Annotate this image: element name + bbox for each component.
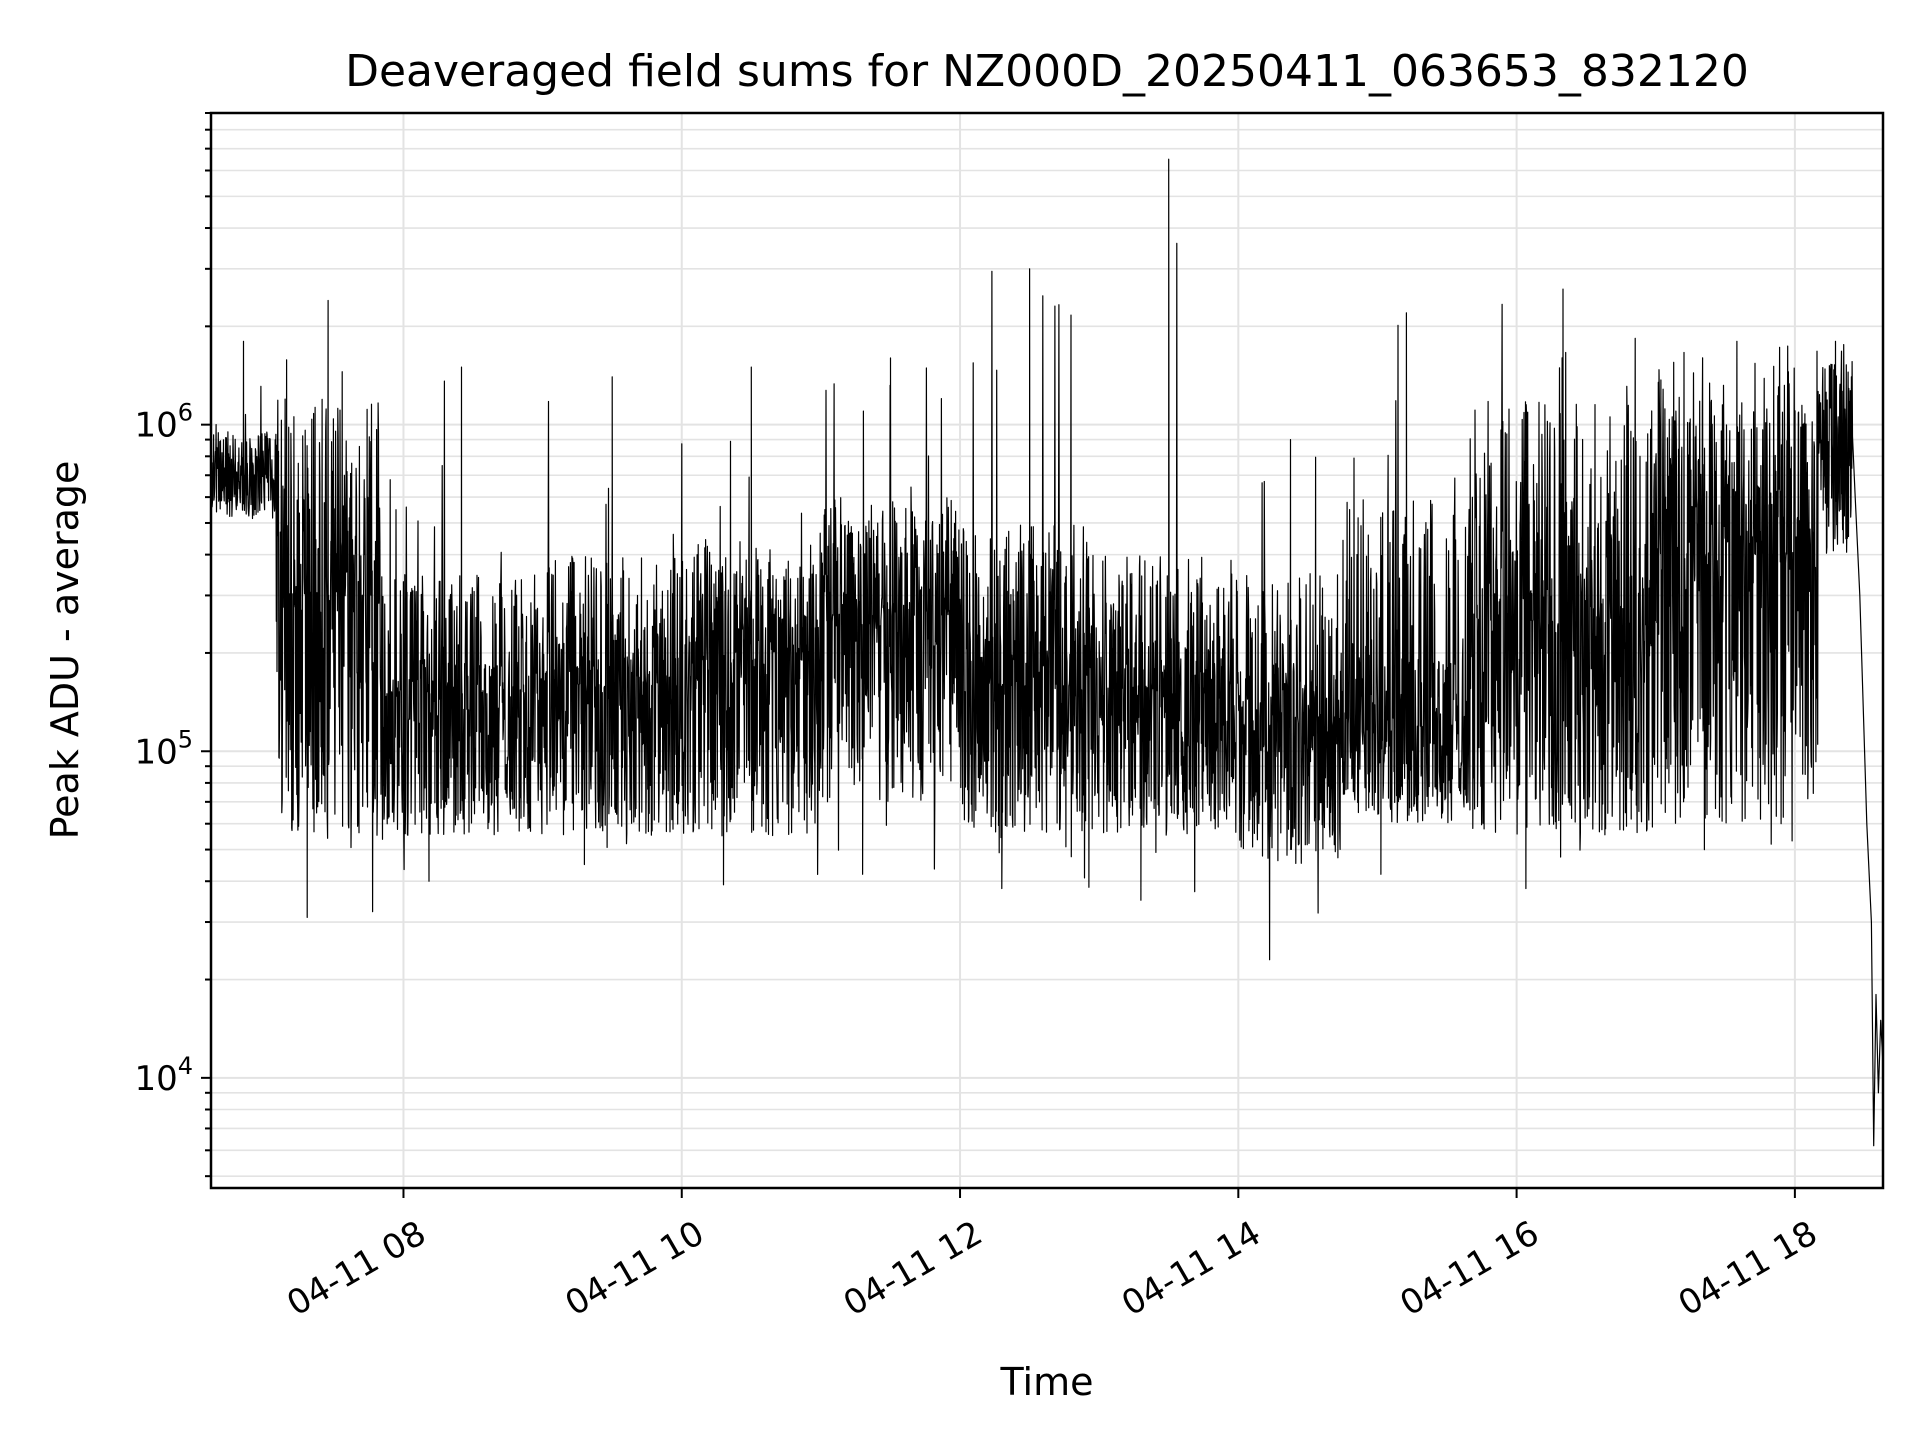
y-axis: 104 105 106 [134,112,211,1178]
plot-area-frame [209,111,1885,1190]
y-tick-label: 106 [134,399,193,446]
x-axis-label: Time [1000,1360,1094,1404]
series-path [210,158,1884,1147]
series-line [210,158,1884,1147]
chart-title: Deaveraged field sums for NZ000D_2025041… [345,46,1749,97]
y-tick-label: 104 [134,1052,193,1099]
y-axis-label: Peak ADU - average [43,461,87,840]
y-tick-label: 105 [134,725,193,772]
